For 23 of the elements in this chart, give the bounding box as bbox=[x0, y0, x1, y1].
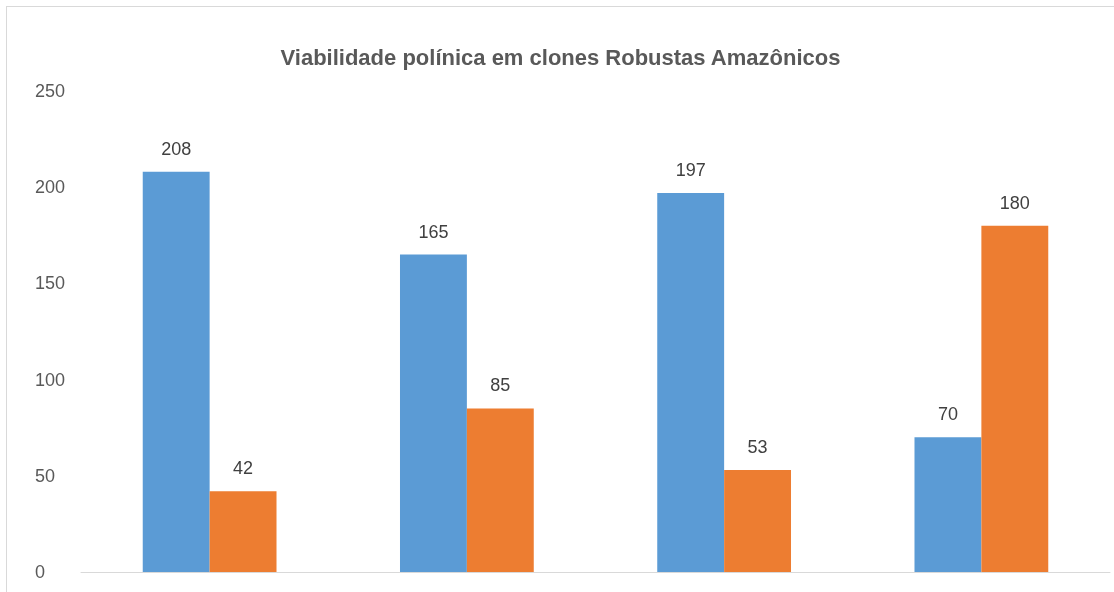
bar bbox=[142, 171, 210, 572]
bar bbox=[914, 437, 982, 572]
y-tick-label: 250 bbox=[35, 81, 66, 101]
bar bbox=[724, 470, 792, 572]
data-label: 42 bbox=[233, 458, 254, 479]
bar bbox=[657, 192, 725, 572]
y-tick-label: 0 bbox=[35, 562, 46, 582]
data-label: 208 bbox=[161, 138, 192, 159]
data-label: 85 bbox=[490, 375, 511, 396]
data-label: 53 bbox=[747, 437, 768, 458]
data-label: 165 bbox=[418, 221, 449, 242]
y-tick-label: 50 bbox=[35, 465, 56, 486]
data-label: 70 bbox=[937, 404, 958, 425]
bar bbox=[209, 491, 277, 572]
bar bbox=[466, 408, 534, 572]
y-tick-label: 200 bbox=[35, 177, 66, 198]
bar bbox=[981, 225, 1049, 572]
y-tick-label: 100 bbox=[35, 369, 66, 390]
data-label: 180 bbox=[999, 192, 1030, 213]
chart-title: Viabilidade polínica em clones Robustas Amazônicos bbox=[280, 44, 841, 70]
data-label: 197 bbox=[675, 159, 706, 180]
bar bbox=[399, 254, 467, 572]
y-tick-label: 150 bbox=[35, 273, 66, 294]
